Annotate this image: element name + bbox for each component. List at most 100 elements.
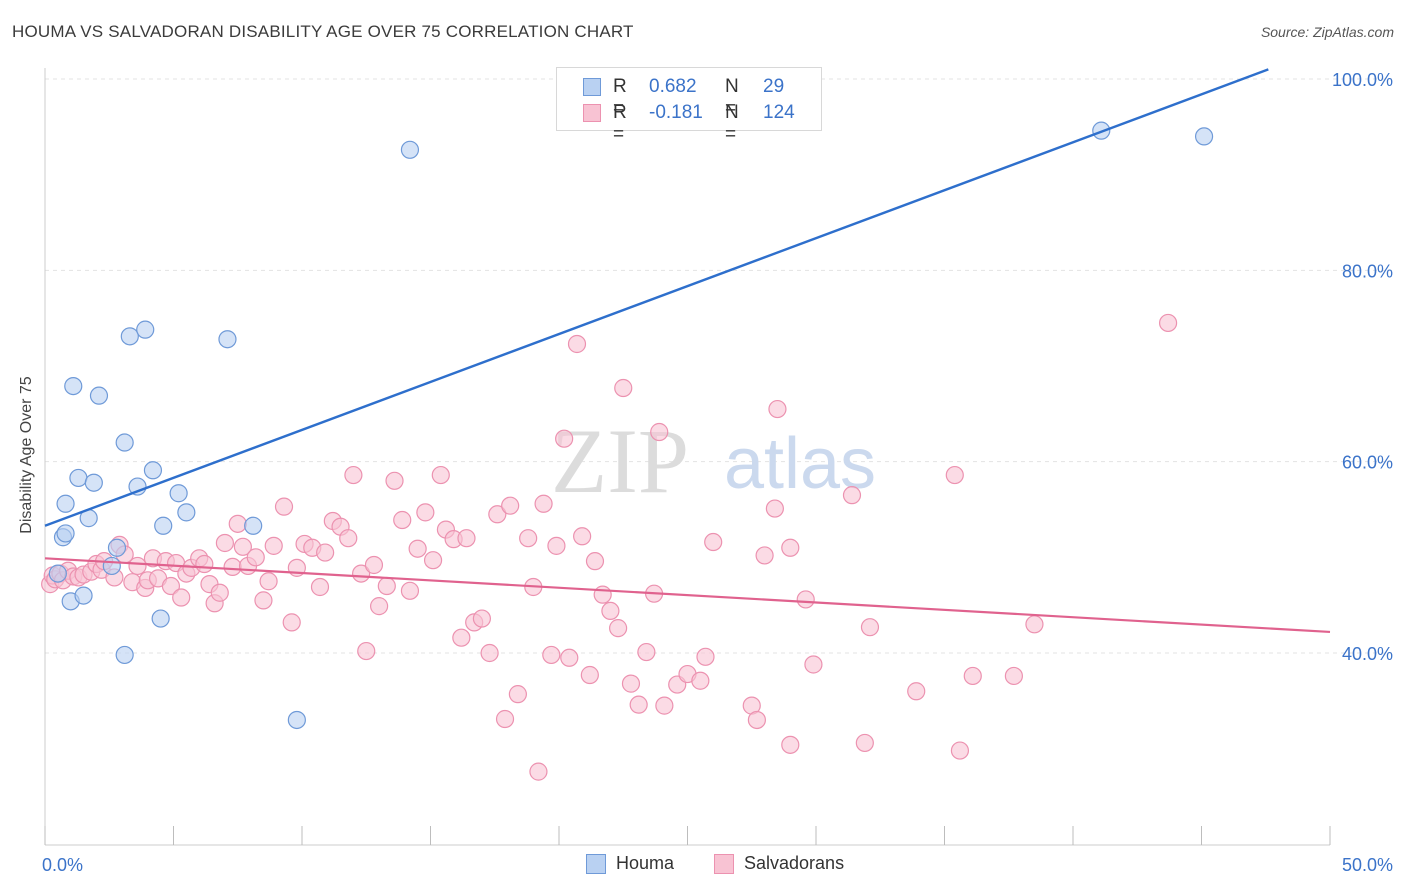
salvadorans-point: [508, 685, 527, 704]
salvadorans-point: [945, 465, 964, 485]
y-tick-label: 40.0%: [1342, 644, 1393, 664]
salvadorans-point: [246, 548, 265, 567]
salvadorans-point: [755, 546, 774, 565]
salvadorans-swatch: [583, 104, 601, 122]
salvadorans-point: [567, 334, 587, 354]
x-tick-label: 0.0%: [42, 855, 83, 875]
salvadorans-point: [495, 709, 515, 729]
houma-point: [400, 140, 420, 159]
salvadorans-point: [364, 555, 384, 575]
salvadorans-trend-line: [44, 557, 1331, 634]
houma-point: [56, 524, 75, 543]
salvadorans-point: [210, 583, 229, 602]
salvadorans-point: [650, 422, 669, 442]
salvadorans-point: [704, 532, 723, 552]
houma-point: [154, 516, 173, 535]
salvadorans-point: [223, 557, 242, 577]
n-value: 124: [763, 102, 795, 123]
salvadorans-point: [555, 429, 574, 448]
salvadorans-point: [161, 576, 181, 596]
y-tick-label: 60.0%: [1342, 453, 1393, 473]
salvadorans-point: [228, 514, 247, 533]
salvadorans-point: [370, 597, 389, 616]
salvadorans-point: [357, 641, 376, 661]
salvadorans-point: [282, 613, 301, 632]
houma-legend-swatch: [586, 854, 606, 874]
salvadorans-point: [580, 665, 599, 685]
salvadorans-point: [385, 471, 404, 490]
source-label: Source: ZipAtlas.com: [1260, 24, 1394, 40]
salvadorans-point: [1025, 615, 1044, 634]
salvadorans-point: [488, 505, 507, 524]
houma-point: [1194, 127, 1214, 146]
houma-point: [244, 516, 263, 535]
salvadorans-point: [529, 762, 548, 781]
salvadorans-point: [691, 671, 710, 690]
houma-trend-line: [44, 68, 1269, 527]
n-label: N =: [725, 102, 739, 145]
salvadorans-point: [344, 465, 363, 485]
houma-points: [48, 121, 1214, 730]
salvadorans-point: [195, 554, 214, 574]
houma-point: [120, 327, 139, 346]
salvadorans-point: [233, 537, 252, 556]
salvadorans-point: [560, 648, 579, 667]
salvadorans-point: [519, 529, 538, 548]
salvadorans-point: [254, 591, 273, 610]
trend-lines: [44, 68, 1331, 634]
houma-point: [64, 376, 83, 396]
salvadorans-point: [796, 590, 815, 609]
salvadorans-legend-label: Salvadorans: [744, 853, 845, 873]
salvadorans-point: [768, 399, 787, 419]
houma-point: [115, 433, 134, 452]
salvadorans-point: [585, 552, 605, 571]
r-label: R =: [613, 102, 627, 145]
houma-point: [218, 330, 237, 349]
salvadorans-point: [747, 710, 766, 730]
salvadorans-point: [431, 465, 450, 485]
x-tick-label: 50.0%: [1342, 855, 1393, 875]
salvadorans-point: [696, 647, 715, 666]
chart-title: HOUMA VS SALVADORAN DISABILITY AGE OVER …: [12, 22, 634, 41]
salvadorans-point: [393, 510, 412, 530]
salvadorans-point: [781, 538, 800, 557]
salvadorans-points: [41, 313, 1178, 781]
salvadorans-point: [339, 529, 358, 548]
salvadorans-point: [128, 556, 147, 576]
r-value: -0.181: [649, 102, 703, 123]
salvadorans-point: [950, 741, 970, 760]
houma-point: [151, 609, 170, 628]
houma-point: [136, 320, 155, 339]
salvadorans-point: [765, 499, 784, 518]
salvadorans-point: [310, 577, 330, 597]
r-label: R =: [613, 76, 627, 119]
salvadorans-point: [542, 645, 561, 665]
salvadorans-point: [274, 497, 294, 516]
houma-point: [74, 586, 93, 605]
salvadorans-point: [1158, 313, 1178, 333]
salvadorans-point: [593, 585, 612, 604]
salvadorans-point: [352, 564, 371, 583]
n-label: N =: [725, 76, 739, 119]
y-tick-label: 100.0%: [1332, 70, 1393, 90]
salvadorans-point: [573, 527, 592, 546]
salvadorans-point: [316, 543, 335, 562]
salvadorans-point: [400, 581, 420, 600]
tick-labels: 100.0% 80.0% 60.0% 40.0% 0.0% 50.0%: [42, 70, 1393, 875]
salvadorans-point: [842, 486, 862, 505]
salvadorans-point: [907, 682, 926, 701]
salvadorans-point: [416, 503, 435, 522]
salvadorans-point: [601, 601, 620, 621]
houma-legend-label: Houma: [616, 853, 675, 873]
axes: [44, 68, 1331, 846]
salvadorans-legend-swatch: [714, 854, 734, 874]
salvadorans-point: [655, 696, 674, 715]
salvadorans-point: [1004, 666, 1023, 686]
y-tick-label: 80.0%: [1342, 261, 1393, 281]
houma-point: [107, 538, 127, 557]
salvadorans-point: [480, 643, 499, 663]
houma-point: [89, 386, 109, 405]
salvadorans-point: [501, 496, 520, 515]
salvadorans-point: [547, 536, 566, 555]
